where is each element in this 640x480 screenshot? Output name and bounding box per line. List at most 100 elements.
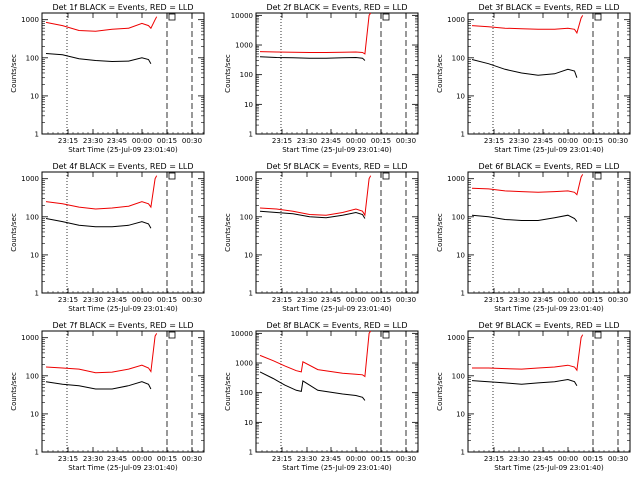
y-tick-label: 1000 — [447, 175, 465, 183]
y-axis-label: Counts/sec — [10, 213, 18, 252]
y-tick-label: 1 — [249, 290, 253, 298]
saa-flag-marker — [168, 172, 176, 180]
y-axis-label: Counts/sec — [224, 213, 232, 252]
x-tick-label: 23:15 — [272, 137, 292, 145]
y-tick-label: 100 — [240, 213, 253, 221]
events-series-line — [45, 53, 152, 64]
y-tick-label: 10000 — [231, 330, 253, 338]
x-tick-label: 23:30 — [509, 137, 529, 145]
x-tick-label: 00:00 — [558, 296, 578, 304]
panel-det-3: Det 3f BLACK = Events, RED = LLD 1 10 100 10… — [436, 3, 631, 154]
x-tick-label: 00:30 — [396, 137, 416, 145]
x-tick-label: 23:15 — [58, 296, 78, 304]
lld-series-line — [259, 12, 372, 55]
y-tick-label: 10 — [30, 410, 39, 418]
x-axis-label: Start Time (25-Jul-09 23:01:40) — [494, 146, 604, 154]
y-tick-label: 100 — [240, 71, 253, 79]
lld-series-line — [45, 333, 158, 374]
x-axis-label: Start Time (25-Jul-09 23:01:40) — [494, 464, 604, 472]
x-axis-label: Start Time (25-Jul-09 23:01:40) — [282, 305, 392, 313]
x-tick-label: 00:00 — [132, 137, 152, 145]
lld-series-line — [259, 330, 372, 378]
y-tick-label: 100 — [26, 54, 39, 62]
y-tick-label: 10 — [244, 251, 253, 259]
x-tick-label: 23:15 — [484, 296, 504, 304]
x-tick-label: 23:15 — [484, 455, 504, 463]
y-tick-label: 10 — [456, 410, 465, 418]
x-tick-label: 23:45 — [533, 455, 553, 463]
plot-frame — [467, 330, 631, 453]
plot-frame — [41, 12, 205, 135]
x-axis-label: Start Time (25-Jul-09 23:01:40) — [68, 464, 178, 472]
lld-series-line — [471, 15, 584, 35]
events-series-line — [259, 56, 366, 61]
events-series-line — [259, 371, 366, 401]
x-axis-label: Start Time (25-Jul-09 23:01:40) — [282, 464, 392, 472]
plot-frame — [41, 330, 205, 453]
panel-det-4: Det 4f BLACK = Events, RED = LLD 1 10 100 10… — [10, 162, 205, 313]
y-tick-label: 1000 — [235, 360, 253, 368]
x-tick-label: 00:30 — [608, 137, 628, 145]
x-tick-label: 23:30 — [83, 455, 103, 463]
x-tick-label: 23:45 — [321, 455, 341, 463]
y-tick-label: 10 — [244, 419, 253, 427]
y-tick-label: 1 — [249, 131, 253, 139]
y-tick-label: 1 — [461, 131, 465, 139]
x-tick-label: 23:30 — [83, 296, 103, 304]
y-axis-label: Counts/sec — [436, 54, 444, 93]
y-tick-label: 10 — [244, 101, 253, 109]
x-axis-label: Start Time (25-Jul-09 23:01:40) — [494, 305, 604, 313]
panel-title: Det 4f BLACK = Events, RED = LLD — [52, 162, 193, 171]
x-tick-label: 00:15 — [157, 296, 177, 304]
panel-det-1: Det 1f BLACK = Events, RED = LLD 1 10 100 10… — [10, 3, 205, 154]
x-tick-label: 00:00 — [558, 455, 578, 463]
events-series-line — [45, 218, 152, 229]
x-tick-label: 00:00 — [346, 137, 366, 145]
panel-title: Det 5f BLACK = Events, RED = LLD — [266, 162, 407, 171]
y-tick-label: 10 — [456, 251, 465, 259]
x-tick-label: 23:45 — [321, 296, 341, 304]
x-tick-label: 00:15 — [583, 137, 603, 145]
y-tick-label: 1 — [35, 290, 39, 298]
y-tick-label: 100 — [452, 372, 465, 380]
x-tick-label: 23:15 — [58, 455, 78, 463]
events-series-line — [471, 378, 578, 386]
x-tick-label: 00:15 — [371, 455, 391, 463]
y-tick-label: 1 — [35, 449, 39, 457]
y-tick-label: 1 — [461, 290, 465, 298]
x-tick-label: 23:15 — [484, 137, 504, 145]
x-tick-label: 23:30 — [509, 296, 529, 304]
panel-det-5: Det 5f BLACK = Events, RED = LLD 1 10 100 10… — [224, 162, 419, 313]
plot-frame — [41, 171, 205, 294]
x-tick-label: 00:30 — [608, 296, 628, 304]
x-tick-label: 23:45 — [321, 137, 341, 145]
x-tick-label: 00:15 — [583, 296, 603, 304]
x-tick-label: 23:30 — [297, 455, 317, 463]
x-tick-label: 23:45 — [107, 137, 127, 145]
y-axis-label: Counts/sec — [436, 213, 444, 252]
panel-title: Det 3f BLACK = Events, RED = LLD — [478, 3, 619, 12]
y-tick-label: 1 — [35, 131, 39, 139]
x-tick-label: 23:15 — [272, 455, 292, 463]
y-tick-label: 1 — [461, 449, 465, 457]
plot-frame — [467, 12, 631, 135]
x-tick-label: 00:00 — [132, 296, 152, 304]
saa-flag-marker — [594, 331, 602, 339]
panel-det-6: Det 6f BLACK = Events, RED = LLD 1 10 100 10… — [436, 162, 631, 313]
x-tick-label: 23:45 — [107, 455, 127, 463]
x-tick-label: 23:30 — [83, 137, 103, 145]
y-tick-label: 100 — [240, 389, 253, 397]
x-tick-label: 00:00 — [558, 137, 578, 145]
x-tick-label: 00:15 — [371, 137, 391, 145]
x-tick-label: 00:30 — [608, 455, 628, 463]
y-tick-label: 1000 — [21, 334, 39, 342]
saa-flag-marker — [594, 172, 602, 180]
panel-det-8: Det 8f BLACK = Events, RED = LLD 1 10 100 10… — [224, 321, 419, 472]
x-tick-label: 23:45 — [533, 137, 553, 145]
y-tick-label: 10 — [456, 92, 465, 100]
x-tick-label: 23:15 — [58, 137, 78, 145]
saa-flag-marker — [382, 331, 390, 339]
panel-title: Det 1f BLACK = Events, RED = LLD — [52, 3, 193, 12]
y-axis-label: Counts/sec — [10, 54, 18, 93]
x-tick-label: 00:30 — [182, 296, 202, 304]
